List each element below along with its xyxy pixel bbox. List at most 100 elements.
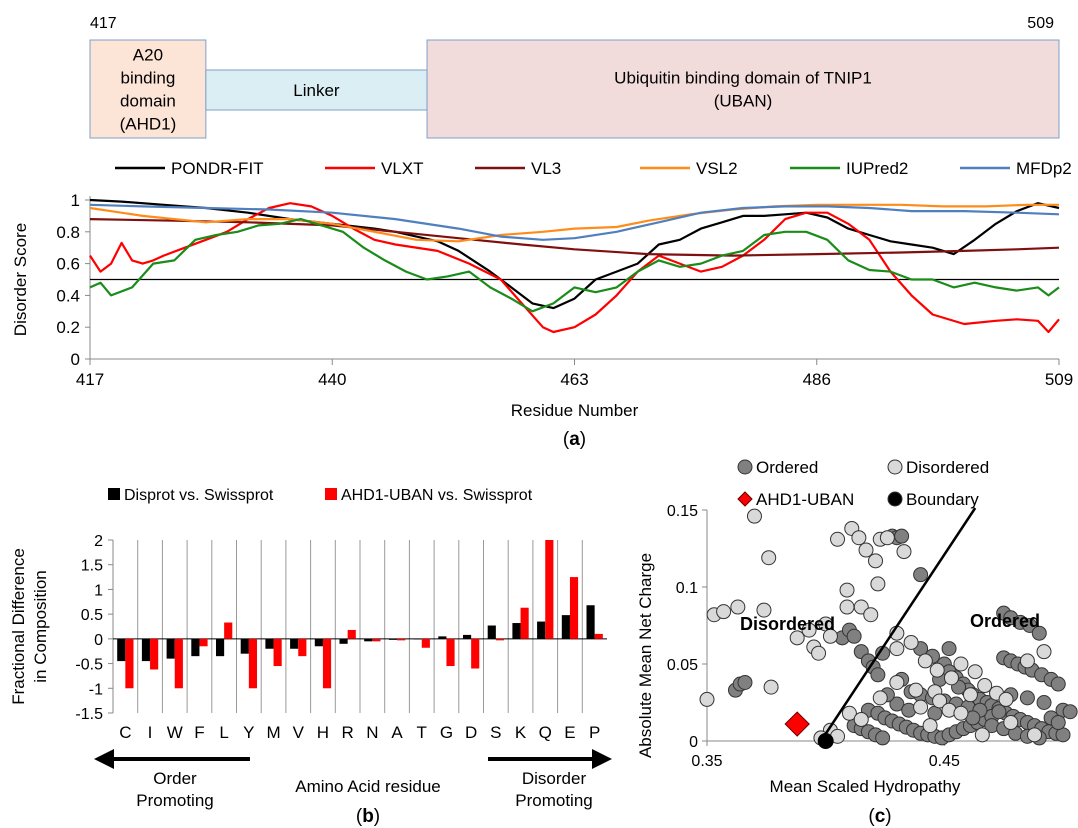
panel-label-c: (c) (868, 806, 891, 827)
x-tick-label: H (317, 723, 329, 742)
x-axis-title: Residue Number (511, 401, 639, 420)
bar-ahd1-uban-vs-swissprot (421, 638, 430, 648)
series-line-mfdp2 (89, 203, 1060, 241)
point-disordered (811, 645, 827, 661)
y-tick-label: 0.5 (81, 607, 103, 624)
point-ordered (1031, 625, 1047, 641)
bar-ahd1-uban-vs-swissprot (248, 638, 258, 689)
x-tick-label: 486 (803, 370, 831, 389)
legend-label-ahd1-uban: AHD1-UBAN (756, 490, 854, 509)
point-disordered (932, 693, 948, 709)
x-tick-label: V (293, 723, 305, 742)
bar-disprot-vs-swissprot (166, 638, 175, 659)
y-axis-title: Fractional Difference (9, 548, 28, 705)
point-disordered (822, 628, 838, 644)
point-disordered (977, 678, 993, 694)
point-disordered (801, 622, 817, 638)
point-ordered (913, 567, 929, 583)
x-tick-label: N (366, 723, 378, 742)
bar-disprot-vs-swissprot (339, 638, 348, 644)
x-tick-label: Q (539, 723, 552, 742)
point-ordered (870, 667, 886, 683)
panel-label-a: (a) (563, 429, 586, 450)
x-tick-label: I (148, 723, 153, 742)
point-disordered (763, 679, 779, 695)
bar-ahd1-uban-vs-swissprot (520, 607, 529, 639)
boundary-line (819, 507, 977, 742)
point-ordered (875, 730, 891, 746)
point-disordered (889, 641, 905, 657)
series-line-iupred2 (89, 218, 1060, 313)
series-line-pondr-fit (89, 198, 1060, 310)
bar-disprot-vs-swissprot (265, 638, 274, 649)
point-ordered (737, 674, 753, 690)
x-tick-label: A (391, 723, 403, 742)
point-disordered (903, 634, 919, 650)
point-disordered (953, 656, 969, 672)
region-label-disordered: Disordered (740, 614, 835, 634)
bar-ahd1-uban-vs-swissprot (495, 638, 505, 641)
x-tick-label: G (440, 723, 453, 742)
x-tick-label: E (564, 723, 575, 742)
bar-ahd1-uban-vs-swissprot (569, 577, 579, 639)
domain-bar: 417 509 A20 binding domain (AHD1) Linker Ubiq… (89, 15, 1060, 139)
disorder-promoting-label: Disorder (522, 769, 587, 788)
point-disordered (830, 531, 846, 547)
point-disordered (998, 691, 1014, 707)
point-ahd1-uban (784, 711, 810, 737)
bar-disprot-vs-swissprot (413, 638, 422, 640)
point-disordered (870, 576, 886, 592)
point-disordered (863, 607, 879, 623)
point-disordered (1019, 653, 1035, 669)
point-disordered (1003, 715, 1019, 731)
bar-ahd1-uban-vs-swissprot (298, 638, 307, 657)
bar-ahd1-uban-vs-swissprot (446, 638, 455, 667)
legend-label-pondr-fit: PONDR-FIT (171, 159, 264, 178)
y-tick-label: 0 (71, 350, 80, 369)
legend-label-iupred2: IUPred2 (846, 159, 908, 178)
point-disordered (868, 553, 884, 569)
panel-label-b: (b) (356, 806, 380, 827)
point-disordered (913, 699, 929, 715)
domain-segment-label: binding (121, 69, 176, 88)
bar-disprot-vs-swissprot (487, 625, 496, 639)
legend-label-vsl2: VSL2 (696, 159, 738, 178)
disorder-chart: PONDR-FIT VLXT VL3 VSL2 IUPred2 MFDp2 0 0.2 0.4 0… (11, 159, 1073, 450)
x-tick-label: 417 (76, 370, 104, 389)
point-disordered (879, 530, 895, 546)
bar-ahd1-uban-vs-swissprot (125, 638, 134, 689)
x-tick-label: 0.45 (929, 753, 960, 770)
bar-ahd1-uban-vs-swissprot (347, 629, 356, 639)
bar-ahd1-uban-vs-swissprot (199, 638, 208, 647)
disorder-promoting-label: Promoting (515, 791, 592, 810)
point-disordered (858, 542, 874, 558)
point-disordered (917, 653, 933, 669)
x-tick-label: Y (243, 723, 254, 742)
y-tick-label: 0.15 (667, 503, 698, 520)
bar-ahd1-uban-vs-swissprot (273, 638, 282, 667)
point-disordered (716, 604, 732, 620)
point-disordered (889, 674, 905, 690)
order-promoting-label: Order (153, 769, 197, 788)
order-promoting-label: Promoting (136, 791, 213, 810)
disorder-arrow-head (592, 749, 612, 769)
y-tick-label: 0 (689, 734, 698, 751)
legend-swatch-ordered (737, 459, 753, 475)
domain-segment-label: domain (120, 92, 176, 111)
y-tick-label: -1.5 (75, 706, 103, 723)
y-tick-label: 1 (71, 191, 80, 210)
x-tick-label: 463 (560, 370, 588, 389)
domain-end-label: 509 (1027, 15, 1054, 32)
legend-label-ordered: Ordered (756, 458, 818, 477)
bar-disprot-vs-swissprot (462, 634, 472, 639)
point-disordered (953, 705, 969, 721)
legend-label-disordered: Disordered (906, 458, 989, 477)
point-disordered (699, 691, 715, 707)
legend-swatch-disprot-vs-swissprot (108, 488, 120, 500)
point-disordered (908, 682, 924, 698)
y-tick-label: 1.5 (81, 558, 103, 575)
point-disordered (761, 550, 777, 566)
y-tick-label: 0.05 (667, 657, 698, 674)
point-disordered (896, 544, 912, 560)
point-ordered (941, 641, 957, 657)
